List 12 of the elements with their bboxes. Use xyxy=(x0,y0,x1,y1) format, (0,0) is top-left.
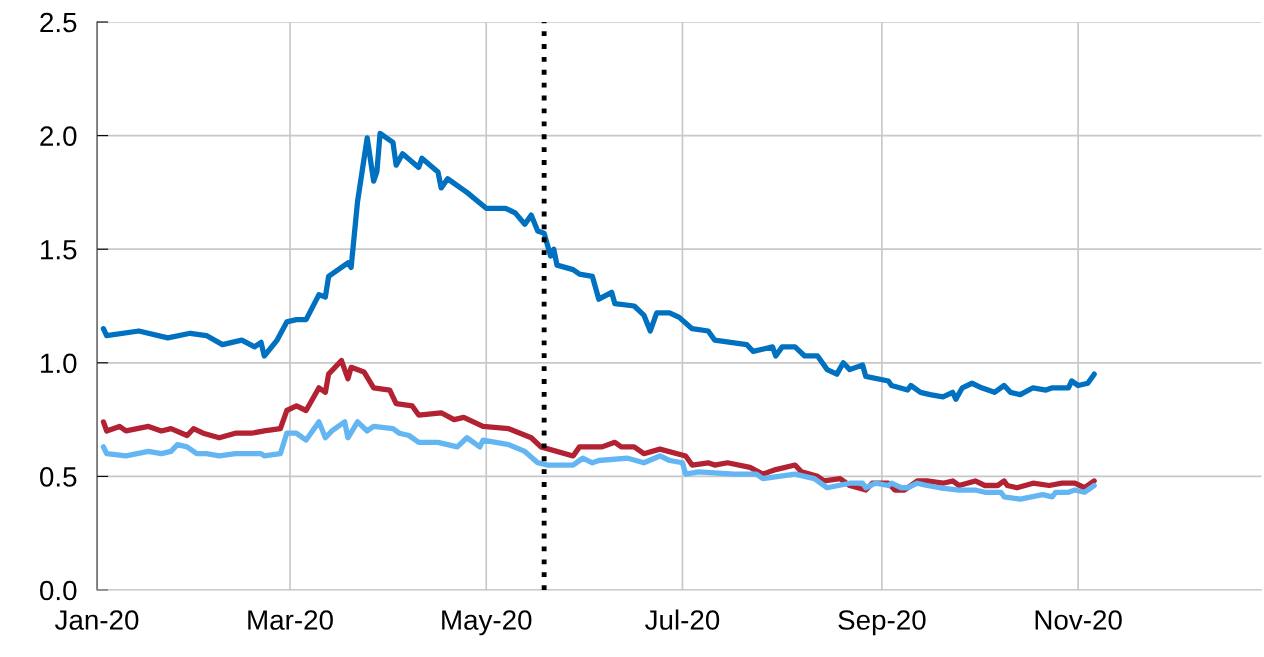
y-tick-label: 1.0 xyxy=(41,353,77,374)
x-tick-label: Nov-20 xyxy=(1035,610,1122,630)
y-tick-label: 0.5 xyxy=(40,467,77,487)
x-tick-label: Sep-20 xyxy=(838,610,926,636)
y-tick-label: 1.5 xyxy=(41,240,77,260)
y-tick-label: 2.0 xyxy=(40,126,77,146)
y-tick-label: 2.5 xyxy=(40,12,77,33)
y-tick-label: 0.0 xyxy=(40,580,77,601)
x-tick-label: Jul-20 xyxy=(645,609,720,630)
x-tick-label: Mar-20 xyxy=(248,610,333,630)
x-tick-label: Jan-20 xyxy=(54,610,139,630)
x-tick-label: May-20 xyxy=(442,610,532,636)
